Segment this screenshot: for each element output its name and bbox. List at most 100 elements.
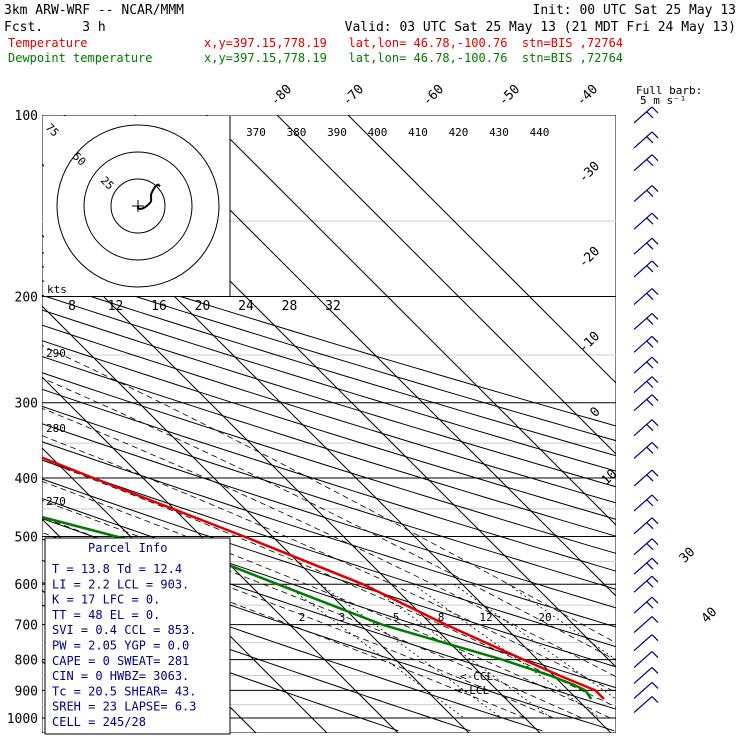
wind-barb-flag	[646, 499, 654, 507]
wind-barb	[633, 376, 659, 394]
wind-barb	[633, 557, 659, 575]
parcel-info-row: T = 13.8 Td = 12.4	[52, 562, 182, 576]
wind-barb	[633, 185, 659, 203]
wind-barb-flag	[651, 131, 659, 139]
hodograph-axis-label: 20	[195, 299, 211, 314]
wind-barb-staff	[633, 494, 653, 512]
hodograph-trace	[137, 183, 161, 211]
wind-barb-flag	[651, 696, 659, 703]
parcel-info-box: Parcel Info T = 13.8 Td = 12.4LI = 2.2 LC…	[44, 537, 231, 735]
wind-barb	[633, 517, 659, 535]
wind-barb	[633, 616, 659, 634]
wind-barb-staff	[633, 596, 653, 614]
wind-barb-flag	[651, 313, 659, 320]
hodograph-unit-label: kts	[47, 283, 67, 296]
wind-barb-flag	[646, 562, 654, 570]
wind-barb-flag	[646, 159, 654, 167]
temperature-legend-label: Temperature	[8, 36, 87, 50]
wind-barb-staff	[633, 666, 653, 684]
wind-barb	[633, 260, 659, 278]
wind-barb-flag	[651, 185, 659, 193]
wind-barb-staff	[633, 335, 653, 353]
wind-barb-staff	[633, 131, 653, 149]
wind-barb	[633, 469, 659, 487]
dry-adiabat-line	[42, 252, 616, 427]
theta-label: 410	[408, 126, 428, 139]
wind-barb-flag	[646, 361, 654, 369]
wind-barb-staff	[633, 681, 653, 699]
wind-barb-staff	[633, 517, 653, 535]
wind-barb-flag	[651, 681, 659, 689]
mixing-ratio-label: 20	[538, 611, 551, 624]
parcel-info-frame	[44, 537, 231, 735]
pressure-tick-label: 600	[15, 578, 38, 593]
wind-barb-flag	[651, 154, 659, 162]
wind-barb-flag	[646, 522, 654, 530]
wind-barb-flag	[651, 667, 659, 674]
wind-barb-flag	[646, 399, 654, 407]
dewpoint-line	[42, 515, 593, 700]
wind-barb-staff	[633, 442, 653, 459]
dry-adiabat-line	[42, 309, 616, 488]
wind-barb-flag	[646, 424, 654, 432]
parcel-info-title: Parcel Info	[88, 541, 167, 555]
wind-barb-flag	[646, 190, 654, 198]
wind-barb-flag	[651, 260, 659, 268]
isotherm-line	[42, 305, 470, 733]
pressure-tick-label: 800	[15, 654, 38, 669]
wind-barb-staff	[633, 376, 653, 394]
wind-barb-staff	[633, 616, 653, 634]
wind-barb	[633, 666, 659, 684]
hodograph-axis-label: 12	[108, 299, 124, 314]
hodograph-axis-label: 8	[68, 299, 76, 314]
parcel-info-row: SREH = 23 LAPSE= 6.3	[52, 700, 197, 714]
mixing-ratio-label: 12	[479, 611, 492, 624]
wind-barb-staff	[633, 469, 653, 487]
parcel-info-row: CELL = 245/28	[52, 715, 146, 729]
pressure-tick-label: 700	[15, 619, 38, 634]
wind-barb-flag	[646, 381, 654, 389]
wind-barbs	[633, 106, 659, 714]
isotherm-line	[42, 376, 399, 733]
wind-barb-flag	[651, 335, 659, 343]
theta-side-label: 290	[46, 347, 66, 360]
isotherm-line	[42, 234, 541, 733]
wind-barb	[633, 442, 659, 459]
wind-barb	[633, 575, 659, 593]
temperature-tick-label: -20	[576, 244, 603, 271]
wind-barb-flag	[651, 575, 659, 583]
dry-adiabat-line	[42, 280, 616, 457]
wind-barb-flag	[651, 557, 659, 565]
wind-barb-flag	[646, 340, 654, 348]
parcel-info-row: SVI = 0.4 CCL = 853.	[52, 623, 197, 637]
isotherm-line	[276, 115, 616, 455]
dry-adiabat-line	[42, 441, 616, 628]
wind-barb-flag	[651, 356, 659, 364]
dry-adiabat-line	[42, 294, 616, 472]
wind-barb	[633, 335, 659, 353]
wind-barb	[633, 634, 659, 652]
temperature-tick-label: 10	[599, 467, 621, 489]
wind-barb	[633, 288, 659, 305]
forecast-hour: Fcst. 3 h	[4, 20, 106, 35]
dry-adiabat-line	[42, 405, 616, 590]
wind-barb-staff	[633, 237, 653, 255]
mixing-ratio-label: 8	[438, 611, 445, 624]
wind-barb	[633, 237, 659, 255]
wind-barb-flag	[651, 394, 659, 402]
pressure-tick-label: 300	[15, 397, 38, 412]
theta-label: 440	[530, 126, 550, 139]
wind-barb-flag	[651, 616, 659, 624]
theta-label: 390	[327, 126, 347, 139]
temperature-tick-label: -50	[496, 82, 523, 109]
wind-barb	[633, 596, 659, 614]
theta-side-label: 280	[46, 422, 66, 435]
hodograph-axis-label: 24	[238, 299, 254, 314]
wind-barb	[633, 681, 659, 699]
moist-adiabat-line	[42, 377, 616, 661]
pressure-tick-label: 400	[15, 472, 38, 487]
temperature-tick-label: -30	[576, 159, 603, 186]
dry-adiabat-line	[42, 324, 616, 504]
barb-legend-line2: 5 m s⁻¹	[640, 94, 686, 107]
dry-adiabat-line	[42, 355, 616, 537]
